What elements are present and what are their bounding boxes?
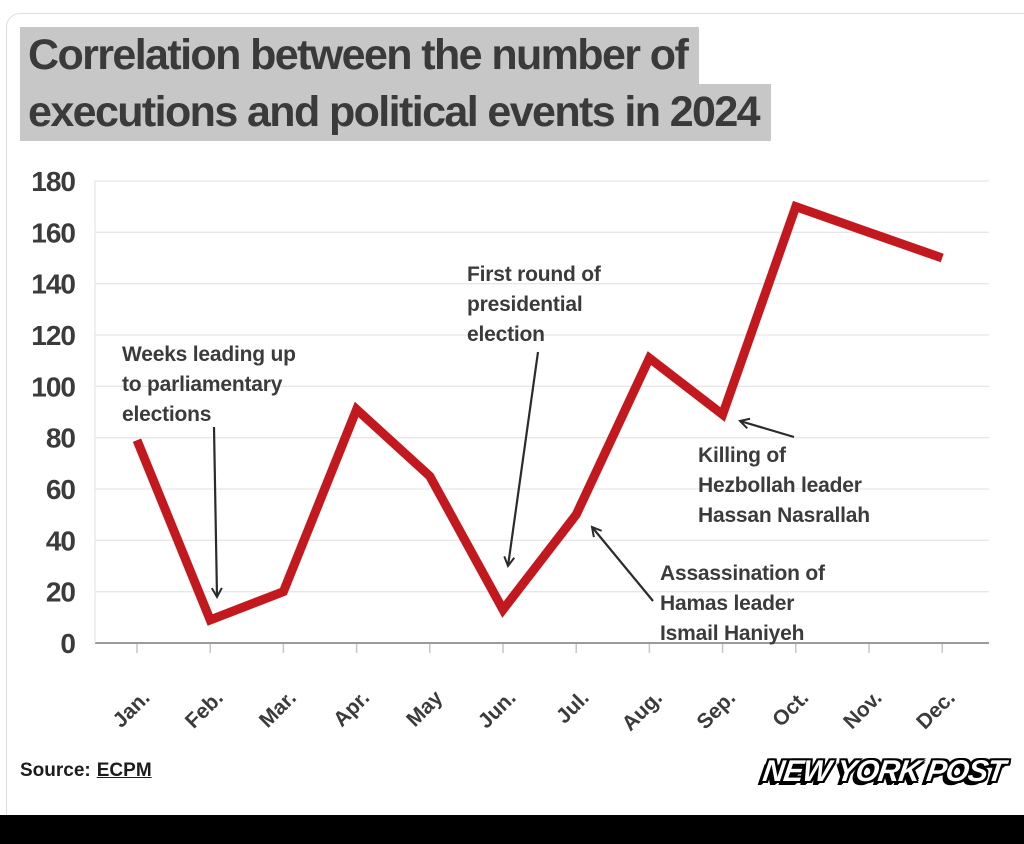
x-axis-label: Mar. xyxy=(255,686,301,732)
x-axis-label: Jan. xyxy=(109,686,155,732)
x-axis-label: Nov. xyxy=(839,686,886,733)
annotation-arrow xyxy=(210,426,223,600)
annotation-arrow xyxy=(503,351,540,569)
x-axis-label: Aug. xyxy=(618,686,667,735)
x-axis-label: Jun. xyxy=(474,686,521,733)
annotation-presidential-election: First round of presidential election xyxy=(467,263,602,569)
bottom-black-bar xyxy=(0,815,1024,844)
x-axis-label: Apr. xyxy=(329,686,374,731)
title-line-1: Correlation between the number of xyxy=(20,27,700,84)
source-link[interactable]: ECPM xyxy=(96,760,152,781)
annotation-nasrallah-killing: Killing of Hezbollah leader Hassan Nasrall… xyxy=(698,417,870,527)
annotation-arrow xyxy=(738,417,795,439)
x-axis-label: May xyxy=(402,686,447,731)
y-axis-label: 120 xyxy=(31,320,75,351)
y-axis-label: 60 xyxy=(46,474,76,505)
page-title: Correlation between the number of execut… xyxy=(20,27,772,141)
y-axis-label: 140 xyxy=(31,269,75,300)
x-axis-label: Dec. xyxy=(912,686,960,734)
annotation-arrow xyxy=(590,525,654,602)
y-axis-label: 40 xyxy=(46,525,76,556)
x-axis-label: Oct. xyxy=(768,686,813,731)
title-line-2: executions and political events in 2024 xyxy=(20,84,772,141)
annotation-text: First round of presidential election xyxy=(467,263,602,346)
annotation-text: Weeks leading up to parliamentary election… xyxy=(122,343,296,426)
chart-line xyxy=(132,200,944,626)
annotation-haniyeh-assassination: Assassination of Hamas leader Ismail Haniy… xyxy=(590,525,826,645)
y-axis-label: 160 xyxy=(31,217,75,248)
source-label: Source: xyxy=(20,760,91,781)
new-york-post-logo: NEW YORK POST xyxy=(760,755,1007,788)
y-axis-label: 80 xyxy=(46,423,76,454)
annotation-parliamentary-elections: Weeks leading up to parliamentary election… xyxy=(122,343,296,600)
y-axis-label: 180 xyxy=(31,166,75,197)
y-axis-label: 100 xyxy=(31,371,75,402)
source-line: Source: ECPM xyxy=(20,760,152,782)
x-axis-label: Sep. xyxy=(693,686,741,734)
y-axis-label: 20 xyxy=(46,577,76,608)
annotation-text: Killing of Hezbollah leader Hassan Nasrall… xyxy=(698,444,870,527)
x-axis-label: Feb. xyxy=(181,686,228,733)
annotation-text: Assassination of Hamas leader Ismail Haniy… xyxy=(660,562,826,645)
y-axis-label: 0 xyxy=(60,628,75,659)
x-axis-label: Jul. xyxy=(552,686,594,728)
